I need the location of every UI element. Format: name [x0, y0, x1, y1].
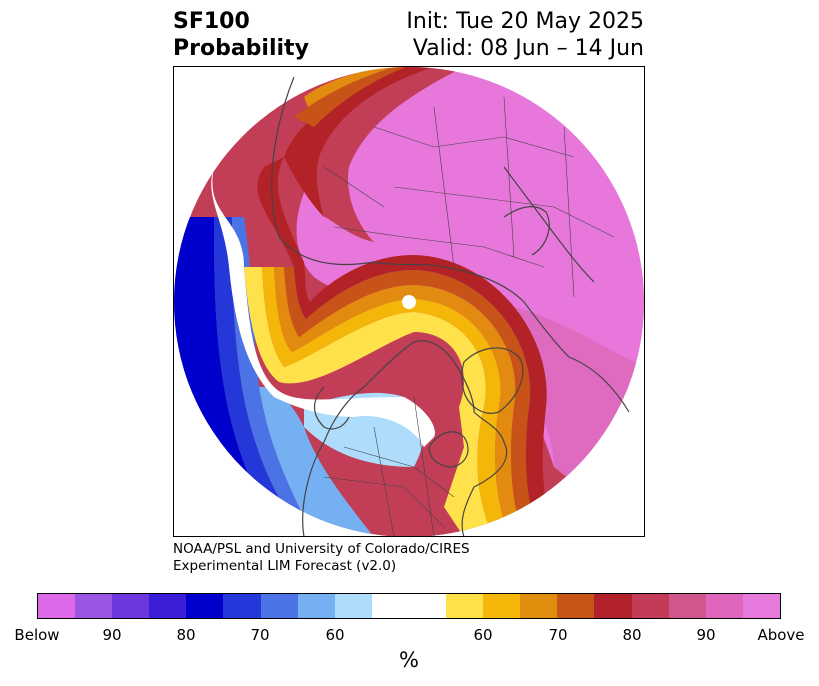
probability-field	[174, 67, 644, 536]
alaska-coast	[314, 386, 350, 430]
colorbar-tick-label: 80	[622, 626, 642, 644]
colorbar-segment	[408, 594, 447, 618]
pole-hole	[402, 295, 416, 309]
valid-label: Valid: 08 Jun – 14 Jun	[412, 36, 644, 61]
credit: NOAA/PSL and University of Colorado/CIRE…	[173, 541, 470, 575]
colorbar-segment	[260, 594, 298, 618]
colorbar-segment	[297, 594, 335, 618]
colorbar-segment	[483, 594, 521, 618]
colorbar-tick-label: 70	[548, 626, 568, 644]
colorbar-segment	[186, 594, 224, 618]
colorbar-segment	[557, 594, 595, 618]
colorbar-segment	[742, 594, 780, 618]
below-70-band	[259, 387, 374, 536]
scandinavia	[503, 205, 550, 256]
map-canvas	[174, 67, 644, 536]
credit-line-2: Experimental LIM Forecast (v2.0)	[173, 558, 397, 574]
above-65-band	[262, 267, 509, 536]
colorbar-segment	[705, 594, 743, 618]
colorbar-segment	[334, 594, 372, 618]
colorbar-segment	[112, 594, 150, 618]
colorbar-tick-label: 90	[696, 626, 716, 644]
colorbar-tick-label: 60	[473, 626, 493, 644]
colorbar-tick-label: 80	[176, 626, 196, 644]
forecast-map	[173, 66, 645, 537]
colorbar-segment	[631, 594, 669, 618]
below-85-band	[214, 217, 304, 536]
colorbar-tick-label: Above	[757, 626, 805, 644]
above-85-band	[316, 67, 464, 242]
colorbar-segment	[668, 594, 706, 618]
coastlines	[271, 76, 630, 536]
greenland	[461, 347, 524, 414]
colorbar-unit: %	[399, 648, 419, 672]
colorbar-segment	[446, 594, 484, 618]
neutral-band	[211, 167, 435, 447]
upper-amber	[294, 67, 406, 127]
colorbar-segment	[371, 594, 409, 618]
above-60-band	[244, 267, 494, 536]
colorbar	[37, 593, 781, 619]
above-80-top	[284, 67, 434, 217]
colorbar-segment	[75, 594, 113, 618]
colorbar-segment	[149, 594, 187, 618]
title-left: SF100 Probability	[173, 8, 309, 62]
hudson-bay	[428, 431, 469, 468]
product-label: Probability	[173, 36, 309, 61]
init-label: Init: Tue 20 May 2025	[406, 9, 644, 34]
north-america-coast	[302, 340, 508, 536]
colorbar-segment	[594, 594, 632, 618]
colorbar-tick-label: 70	[250, 626, 270, 644]
colorbar-segment	[223, 594, 261, 618]
colorbar-tick-label: 60	[325, 626, 345, 644]
variable-label: SF100	[173, 9, 250, 34]
colorbar-tick-label: 90	[102, 626, 122, 644]
political-borders	[323, 96, 615, 536]
colorbar-tick-label: Below	[14, 626, 60, 644]
title-right: Init: Tue 20 May 2025 Valid: 08 Jun – 14…	[406, 8, 644, 62]
colorbar-segment	[38, 594, 76, 618]
credit-line-1: NOAA/PSL and University of Colorado/CIRE…	[173, 541, 470, 557]
colorbar-segment	[520, 594, 558, 618]
eurasia-coast	[271, 76, 630, 413]
